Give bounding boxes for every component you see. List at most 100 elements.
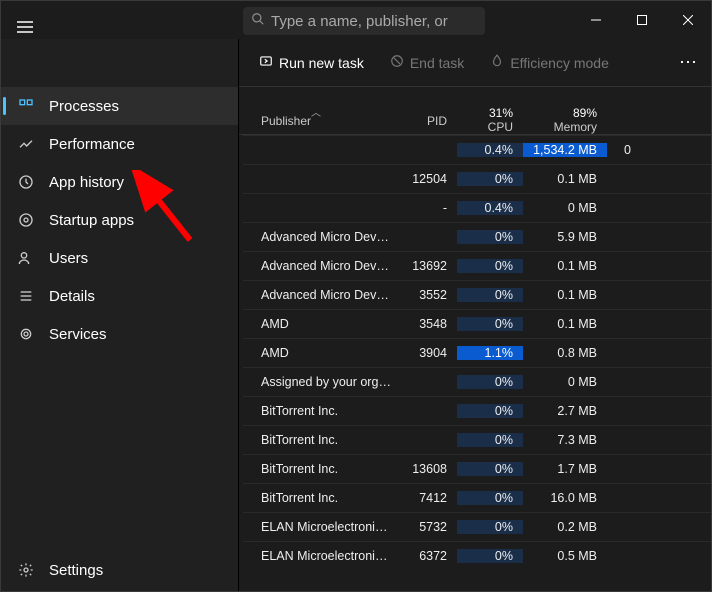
- table-row[interactable]: BitTorrent Inc.136080%1.7 MB: [243, 454, 711, 483]
- cell-cpu: 0%: [457, 549, 523, 563]
- cell-cpu: 0%: [457, 172, 523, 186]
- nav-label: Performance: [49, 136, 135, 153]
- column-memory[interactable]: 89% Memory: [523, 106, 607, 134]
- table-row[interactable]: AMD35480%0.1 MB: [243, 309, 711, 338]
- cpu-percent: 31%: [489, 106, 513, 120]
- nav-processes[interactable]: Processes: [1, 87, 238, 125]
- settings-icon: [17, 561, 35, 579]
- table-row[interactable]: Advanced Micro Device...35520%0.1 MB: [243, 280, 711, 309]
- titlebar: Type a name, publisher, or: [1, 1, 711, 39]
- cell-cpu: 0%: [457, 375, 523, 389]
- column-cpu[interactable]: 31% CPU: [457, 106, 523, 134]
- cell-publisher: Advanced Micro Device...: [251, 259, 401, 273]
- cell-publisher: AMD: [251, 317, 401, 331]
- column-publisher[interactable]: ︿ Publisher: [251, 110, 401, 134]
- cell-publisher: Assigned by your organi...: [251, 375, 401, 389]
- end-task-button[interactable]: End task: [382, 48, 472, 77]
- cell-cpu: 0%: [457, 520, 523, 534]
- cell-memory: 0.5 MB: [523, 549, 607, 563]
- column-pid[interactable]: PID: [401, 110, 457, 134]
- users-icon: [17, 249, 35, 267]
- nav-details[interactable]: Details: [1, 277, 238, 315]
- history-icon: [17, 173, 35, 191]
- cell-pid: 6372: [401, 549, 457, 563]
- cell-publisher: AMD: [251, 346, 401, 360]
- cell-cpu: 0%: [457, 259, 523, 273]
- performance-icon: [17, 135, 35, 153]
- minimize-button[interactable]: [573, 4, 619, 36]
- nav-label: Startup apps: [49, 212, 134, 229]
- cell-publisher: BitTorrent Inc.: [251, 491, 401, 505]
- end-task-icon: [390, 54, 404, 71]
- run-new-task-button[interactable]: Run new task: [251, 48, 372, 77]
- nav-users[interactable]: Users: [1, 239, 238, 277]
- nav-label: Settings: [49, 562, 103, 579]
- cell-publisher: BitTorrent Inc.: [251, 404, 401, 418]
- table-row[interactable]: Advanced Micro Device...136920%0.1 MB: [243, 251, 711, 280]
- table-row[interactable]: 0.4%1,534.2 MB0: [243, 135, 711, 164]
- table-row[interactable]: 125040%0.1 MB: [243, 164, 711, 193]
- cell-pid: -: [401, 201, 457, 215]
- column-label: Memory: [554, 120, 597, 134]
- cell-memory: 2.7 MB: [523, 404, 607, 418]
- cell-cpu: 1.1%: [457, 346, 523, 360]
- close-button[interactable]: [665, 4, 711, 36]
- nav-settings[interactable]: Settings: [1, 549, 238, 591]
- cell-memory: 7.3 MB: [523, 433, 607, 447]
- table-row[interactable]: AMD39041.1%0.8 MB: [243, 338, 711, 367]
- cell-memory: 0.1 MB: [523, 172, 607, 186]
- hamburger-menu-button[interactable]: [10, 12, 40, 42]
- search-placeholder: Type a name, publisher, or: [271, 13, 448, 30]
- search-input[interactable]: Type a name, publisher, or: [243, 7, 485, 35]
- table-row[interactable]: ELAN Microelectronics ...57320%0.2 MB: [243, 512, 711, 541]
- cell-extra: 0: [607, 143, 637, 157]
- cell-pid: 7412: [401, 491, 457, 505]
- cell-publisher: BitTorrent Inc.: [251, 462, 401, 476]
- services-icon: [17, 325, 35, 343]
- nav-label: Services: [49, 326, 107, 343]
- more-options-button[interactable]: ⋯: [679, 52, 699, 73]
- maximize-button[interactable]: [619, 4, 665, 36]
- column-label: PID: [427, 114, 447, 128]
- cell-cpu: 0.4%: [457, 201, 523, 215]
- cell-memory: 0 MB: [523, 201, 607, 215]
- window-controls: [573, 4, 711, 36]
- column-extra[interactable]: [607, 124, 637, 134]
- run-task-icon: [259, 54, 273, 71]
- efficiency-icon: [490, 54, 504, 71]
- toolbar-label: End task: [410, 55, 464, 71]
- nav-startup-apps[interactable]: Startup apps: [1, 201, 238, 239]
- sort-indicator-icon: ︿: [311, 104, 321, 119]
- nav-performance[interactable]: Performance: [1, 125, 238, 163]
- cell-pid: 13692: [401, 259, 457, 273]
- nav-services[interactable]: Services: [1, 315, 238, 353]
- efficiency-mode-button[interactable]: Efficiency mode: [482, 48, 617, 77]
- table-row[interactable]: -0.4%0 MB: [243, 193, 711, 222]
- nav-app-history[interactable]: App history: [1, 163, 238, 201]
- nav-label: Details: [49, 288, 95, 305]
- table-row[interactable]: BitTorrent Inc.74120%16.0 MB: [243, 483, 711, 512]
- cell-cpu: 0%: [457, 230, 523, 244]
- cell-memory: 5.9 MB: [523, 230, 607, 244]
- table-row[interactable]: ELAN Microelectronics ...63720%0.5 MB: [243, 541, 711, 570]
- table-row[interactable]: BitTorrent Inc. 0%2.7 MB: [243, 396, 711, 425]
- toolbar-label: Efficiency mode: [510, 55, 609, 71]
- table-row[interactable]: BitTorrent Inc.0%7.3 MB: [243, 425, 711, 454]
- cell-memory: 1,534.2 MB: [523, 143, 607, 157]
- task-manager-window: Type a name, publisher, or Processes: [0, 0, 712, 592]
- table-row[interactable]: Advanced Micro Device... 0%5.9 MB: [243, 222, 711, 251]
- cell-cpu: 0%: [457, 404, 523, 418]
- cell-cpu: 0%: [457, 288, 523, 302]
- column-label: Publisher: [261, 114, 311, 128]
- cell-memory: 0.1 MB: [523, 288, 607, 302]
- cell-pid: 5732: [401, 520, 457, 534]
- cell-pid: 13608: [401, 462, 457, 476]
- table-row[interactable]: Assigned by your organi...0%0 MB: [243, 367, 711, 396]
- sidebar: Processes Performance App history Startu…: [1, 39, 239, 591]
- cell-memory: 0.1 MB: [523, 259, 607, 273]
- cell-publisher: Advanced Micro Device...: [251, 230, 401, 244]
- nav-label: Users: [49, 250, 88, 267]
- cell-memory: 16.0 MB: [523, 491, 607, 505]
- nav-label: App history: [49, 174, 124, 191]
- cell-pid: 3904: [401, 346, 457, 360]
